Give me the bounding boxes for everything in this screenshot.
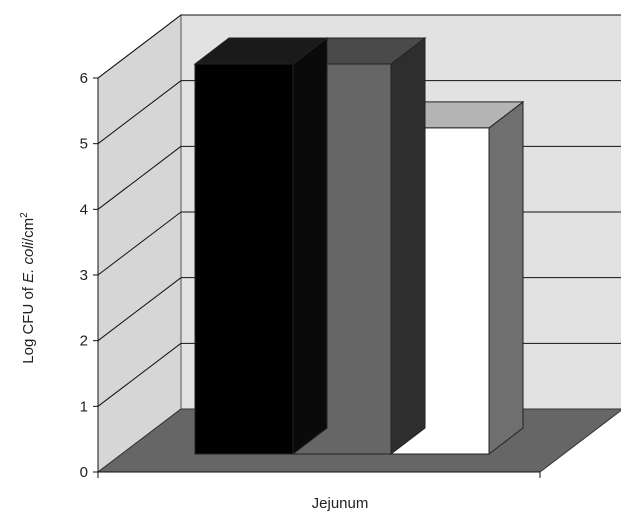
bar <box>194 63 294 455</box>
y-tick-label: 6 <box>80 70 88 87</box>
y-tick-label: 0 <box>80 464 88 481</box>
y-axis-label-suffix: /cm <box>20 218 37 242</box>
gridline-side <box>97 14 182 79</box>
y-tick-label: 1 <box>80 398 88 415</box>
y-tick-label: 3 <box>80 267 88 284</box>
y-axis-label: Log CFU of E. coli/cm2 <box>19 212 37 364</box>
bars <box>193 36 525 456</box>
y-tick-label: 2 <box>80 333 88 350</box>
bar-side <box>488 100 524 456</box>
gridline-side <box>97 211 182 276</box>
bar-side <box>292 36 328 456</box>
y-axis-label-prefix: Log CFU of <box>20 283 37 364</box>
bar-side <box>390 36 426 456</box>
y-axis-label-italic: E. coli <box>20 241 37 283</box>
axes: 0 1 2 3 4 5 6 <box>80 70 541 481</box>
y-tick-label: 4 <box>80 201 88 218</box>
y-axis-label-superscript: 2 <box>19 212 30 218</box>
y-tick-label: 5 <box>80 136 88 153</box>
gridline-side <box>97 277 182 342</box>
gridline-side <box>97 145 182 210</box>
gridline-side <box>97 80 182 145</box>
x-axis-label: Jejunum <box>312 495 369 512</box>
gridline-side <box>97 342 182 407</box>
